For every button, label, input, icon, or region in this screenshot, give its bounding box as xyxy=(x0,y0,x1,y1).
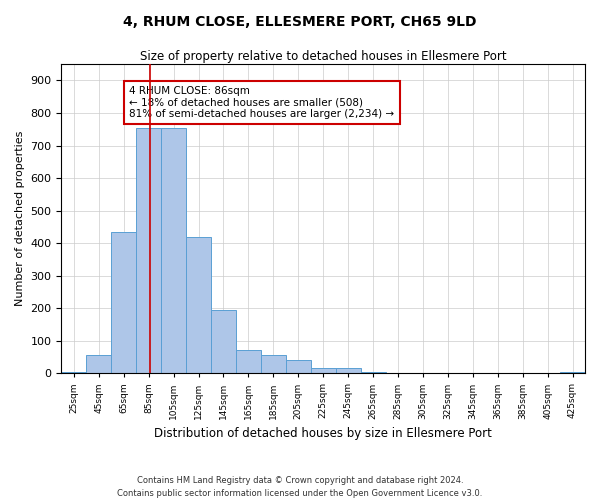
Y-axis label: Number of detached properties: Number of detached properties xyxy=(15,131,25,306)
Text: 4 RHUM CLOSE: 86sqm
← 18% of detached houses are smaller (508)
81% of semi-detac: 4 RHUM CLOSE: 86sqm ← 18% of detached ho… xyxy=(130,86,395,119)
X-axis label: Distribution of detached houses by size in Ellesmere Port: Distribution of detached houses by size … xyxy=(154,427,492,440)
Bar xyxy=(311,368,335,374)
Bar xyxy=(186,236,211,374)
Bar xyxy=(136,128,161,374)
Bar xyxy=(61,372,86,374)
Bar xyxy=(236,350,261,374)
Title: Size of property relative to detached houses in Ellesmere Port: Size of property relative to detached ho… xyxy=(140,50,506,63)
Bar xyxy=(211,310,236,374)
Bar xyxy=(86,356,111,374)
Bar xyxy=(261,356,286,374)
Text: Contains HM Land Registry data © Crown copyright and database right 2024.
Contai: Contains HM Land Registry data © Crown c… xyxy=(118,476,482,498)
Text: 4, RHUM CLOSE, ELLESMERE PORT, CH65 9LD: 4, RHUM CLOSE, ELLESMERE PORT, CH65 9LD xyxy=(123,15,477,29)
Bar xyxy=(111,232,136,374)
Bar xyxy=(286,360,311,374)
Bar xyxy=(161,128,186,374)
Bar xyxy=(335,368,361,374)
Bar xyxy=(361,372,386,374)
Bar xyxy=(560,372,585,374)
